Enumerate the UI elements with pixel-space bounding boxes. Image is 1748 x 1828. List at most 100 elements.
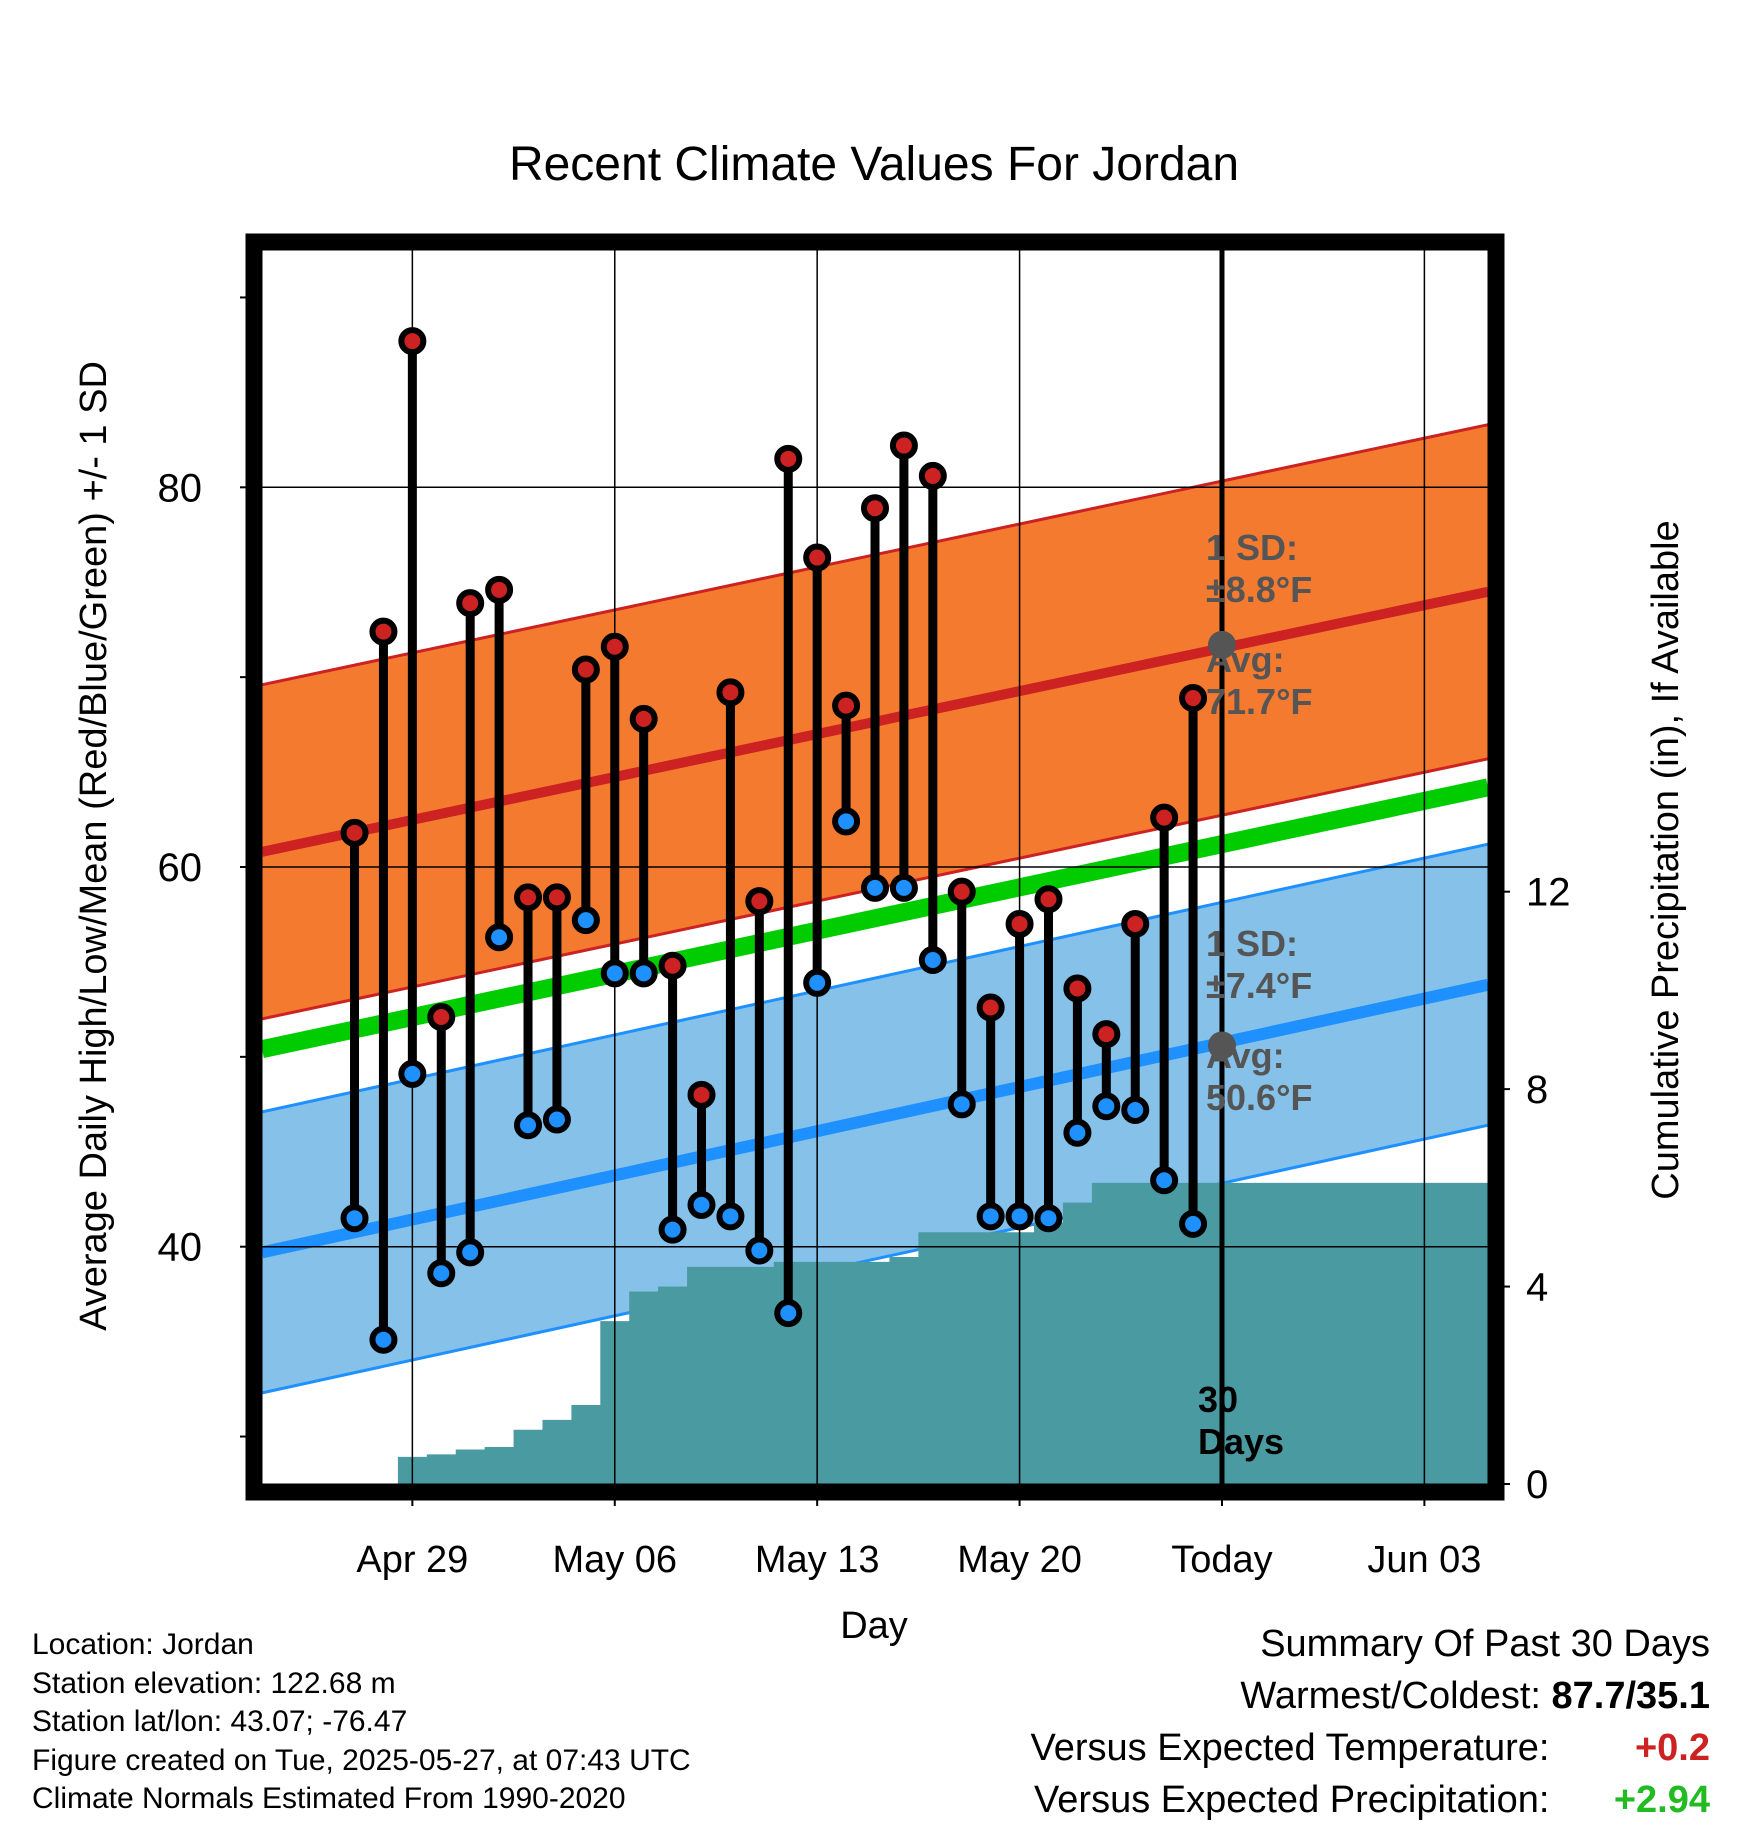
daily-high-point <box>861 494 889 523</box>
daily-low-point <box>1121 1096 1150 1125</box>
daily-high-point <box>1121 909 1150 938</box>
daily-high-point <box>485 575 514 604</box>
daily-high-point <box>976 993 1005 1022</box>
daily-low-point <box>947 1090 976 1119</box>
y-tick-label-left: 60 <box>158 846 203 890</box>
daily-high-point <box>947 877 976 906</box>
high-sd-label-2: ±8.8°F <box>1206 569 1312 610</box>
warmest-label: Warmest/Coldest: <box>1240 1675 1541 1717</box>
annotations: 1 SD: ±8.8°F Avg: 71.7°F 1 SD: ±7.4°F Av… <box>1198 527 1312 1462</box>
y-axis-label-right: Cumulative Precipitation (in), If Availa… <box>1645 520 1687 1199</box>
daily-low-point <box>340 1204 369 1233</box>
daily-high-point <box>687 1080 716 1109</box>
daily-high-point <box>571 655 600 684</box>
plot-clipped <box>262 250 1488 1484</box>
chart-title: Recent Climate Values For Jordan <box>509 138 1239 191</box>
y-tick-label-left: 40 <box>158 1226 203 1270</box>
daily-low-point <box>600 959 629 988</box>
y-axis-label-left: Average Daily High/Low/Mean (Red/Blue/Gr… <box>73 361 115 1331</box>
today-high-avg-marker <box>1207 630 1236 659</box>
summary-temp-row: Versus Expected Temperature: +0.2 <box>1031 1722 1710 1774</box>
daily-high-point <box>1034 885 1063 914</box>
daily-high-point <box>832 691 861 720</box>
daily-high-point <box>889 431 918 460</box>
x-tick-label: Jun 03 <box>1367 1539 1481 1581</box>
x-tick-label: May 06 <box>552 1539 677 1581</box>
daily-high-point <box>1092 1020 1121 1049</box>
daily-low-point <box>398 1059 427 1088</box>
daily-high-point <box>369 617 398 646</box>
x-tick-label: Apr 29 <box>356 1539 468 1581</box>
daily-high-point <box>398 327 427 356</box>
y-tick-label-right: 12 <box>1526 871 1571 915</box>
daily-low-point <box>889 873 918 902</box>
low-sd-label-1: 1 SD: <box>1206 923 1298 964</box>
daily-low-point <box>456 1238 485 1267</box>
daily-high-point <box>716 678 745 707</box>
high-avg-label-2: 71.7°F <box>1206 681 1312 722</box>
created-text: Figure created on Tue, 2025-05-27, at 07… <box>32 1743 691 1777</box>
daily-high-point <box>340 818 369 847</box>
normals-text: Climate Normals Estimated From 1990-2020 <box>32 1782 626 1815</box>
daily-low-point <box>803 968 832 997</box>
daily-low-point <box>427 1259 456 1288</box>
daily-high-point <box>427 1002 456 1031</box>
daily-high-point <box>1005 909 1034 938</box>
daily-low-point <box>774 1299 803 1328</box>
y-tick-label-right: 4 <box>1526 1266 1548 1310</box>
daily-high-point <box>1179 684 1208 713</box>
daily-high-point <box>1063 974 1092 1003</box>
daily-low-point <box>918 946 947 975</box>
daily-low-point <box>687 1190 716 1219</box>
daily-low-point <box>745 1236 774 1265</box>
daily-low-point <box>1005 1202 1034 1231</box>
x-tick-label: May 13 <box>755 1539 880 1581</box>
daily-low-point <box>861 873 889 902</box>
days-label-1: 30 <box>1198 1379 1238 1420</box>
daily-high-point <box>745 887 774 916</box>
station-info: Location: Jordan Station elevation: 122.… <box>32 1626 691 1819</box>
daily-low-point <box>658 1215 687 1244</box>
daily-low-point <box>716 1202 745 1231</box>
precip-label: Versus Expected Precipitation: <box>1034 1779 1550 1821</box>
axis-labels: Apr 29 May 06 May 13 May 20 Today Jun 0340608… <box>158 296 1571 1581</box>
low-sd-band-lower-edge <box>262 1123 1488 1395</box>
daily-low-point <box>571 906 600 935</box>
daily-high-point <box>1150 803 1179 832</box>
x-tick-label: May 20 <box>957 1539 1082 1581</box>
daily-low-point <box>1063 1118 1092 1147</box>
location-text: Location: Jordan <box>32 1628 254 1661</box>
summary-panel: Summary Of Past 30 Days Warmest/Coldest:… <box>1031 1618 1710 1826</box>
daily-low-point <box>832 807 861 836</box>
high-avg-label-1: Avg: <box>1206 639 1285 680</box>
daily-high-point <box>803 543 832 572</box>
daily-low-point <box>542 1105 571 1134</box>
x-tick-label: Today <box>1171 1539 1272 1581</box>
temp-value: +0.2 <box>1634 1727 1710 1769</box>
daily-low-point <box>1150 1166 1179 1195</box>
summary-precip-row: Versus Expected Precipitation: +2.94 <box>1031 1774 1710 1826</box>
temp-label: Versus Expected Temperature: <box>1030 1727 1550 1769</box>
high-sd-label-1: 1 SD: <box>1206 527 1298 568</box>
daily-high-point <box>918 461 947 490</box>
daily-high-point <box>542 883 571 912</box>
daily-low-point <box>976 1202 1005 1231</box>
x-axis-label: Day <box>840 1605 908 1647</box>
today-low-avg-marker <box>1207 1031 1236 1060</box>
latlon-text: Station lat/lon: 43.07; -76.47 <box>32 1705 408 1738</box>
elevation-text: Station elevation: 122.68 m <box>32 1666 396 1700</box>
daily-low-point <box>629 959 658 988</box>
y-tick-label-right: 0 <box>1526 1463 1548 1507</box>
y-tick-label-left: 80 <box>158 466 203 510</box>
low-avg-label-1: Avg: <box>1206 1035 1285 1076</box>
daily-low-point <box>1179 1209 1208 1238</box>
precip-value: +2.94 <box>1613 1779 1710 1821</box>
daily-high-point <box>600 632 629 661</box>
plot-area <box>245 233 1505 1501</box>
daily-low-point <box>369 1325 398 1354</box>
daily-low-point <box>514 1111 543 1140</box>
daily-high-point <box>658 951 687 980</box>
warmest-value: 87.7/35.1 <box>1551 1675 1710 1717</box>
daily-low-point <box>485 923 514 952</box>
